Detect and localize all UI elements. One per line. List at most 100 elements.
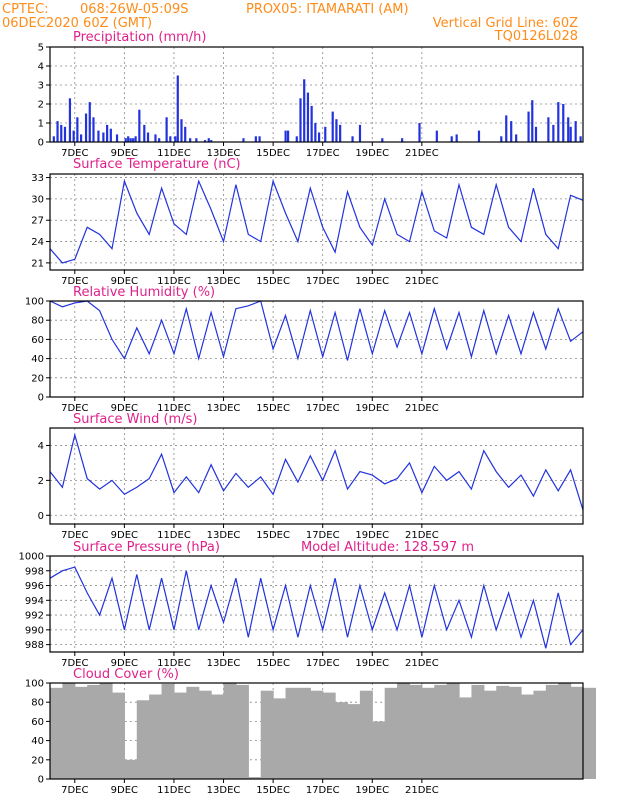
y-tick-label: 4 <box>38 441 44 452</box>
precipitation-bar <box>180 119 183 142</box>
precipitation-bar <box>56 121 59 142</box>
cloud-cover-bar <box>471 684 485 779</box>
humidity-panel: Relative Humidity (%) 0 20 40 60 80 100 7DEC 9D… <box>25 285 584 414</box>
x-tick-label: 13DEC <box>207 403 241 414</box>
y-tick-label: 994 <box>25 596 44 607</box>
x-tick-label: 19DEC <box>355 148 389 159</box>
x-tick-label: 19DEC <box>355 530 389 541</box>
x-tick-label: 13DEC <box>207 530 241 541</box>
precipitation-bar <box>254 136 257 142</box>
precipitation-bar <box>510 121 513 142</box>
cloud-cover-bar <box>161 683 175 779</box>
precipitation-bar <box>72 130 75 142</box>
precipitation-bar <box>84 113 88 142</box>
precipitation-bar <box>562 104 565 142</box>
cloud-cover-bar <box>459 697 473 779</box>
cloud-cover-bar <box>173 692 187 779</box>
humidity-series-line <box>49 300 584 361</box>
x-tick-label: 11DEC <box>157 403 191 414</box>
precipitation-bar <box>527 111 530 142</box>
x-tick-label: 9DEC <box>111 658 138 669</box>
cloud-cover-bar <box>62 683 76 779</box>
cloud-cover-bar <box>384 687 398 779</box>
x-tick-label: 17DEC <box>306 785 340 796</box>
x-tick-label: 11DEC <box>157 658 191 669</box>
plot-frame <box>49 46 584 143</box>
y-tick-label: 0 <box>38 138 44 149</box>
temperature-title: Surface Temperature (nC) <box>73 157 241 172</box>
precipitation-bar <box>207 138 210 142</box>
cloud-cover-bar <box>483 690 497 779</box>
x-tick-label: 15DEC <box>256 276 290 287</box>
cloud-cover-bar <box>198 690 212 779</box>
precipitation-bar <box>335 119 338 142</box>
precipitation-bar <box>557 102 560 142</box>
precipitation-bar <box>455 134 458 142</box>
y-tick-label: 1 <box>38 119 44 130</box>
y-tick-label: 33 <box>31 173 44 184</box>
cloud-cover-bar <box>446 683 460 779</box>
precipitation-bar <box>284 130 287 142</box>
x-tick-label: 9DEC <box>111 276 138 287</box>
x-tick-label: 21DEC <box>405 658 439 669</box>
precipitation-bar <box>143 124 146 142</box>
precipitation-bar <box>92 117 95 142</box>
precipitation-bar <box>169 136 172 142</box>
x-tick-label: 9DEC <box>111 403 138 414</box>
wind-panel: Surface Wind (m/s) 0 2 4 7DEC 9DEC 11DEC 13DEC… <box>38 412 584 541</box>
precipitation-bar <box>552 124 555 142</box>
cloud-cover-bar <box>558 683 572 779</box>
cloud-cover-title: Cloud Cover (%) <box>73 667 179 682</box>
precipitation-bar <box>569 126 572 142</box>
cloud-cover-bar <box>508 686 522 779</box>
precipitation-bar <box>154 134 157 142</box>
y-tick-label: 100 <box>25 297 44 308</box>
x-tick-label: 11DEC <box>157 276 191 287</box>
x-tick-label: 13DEC <box>207 276 241 287</box>
humidity-title: Relative Humidity (%) <box>73 285 215 300</box>
plot-frame <box>49 682 584 780</box>
temperature-panel: Surface Temperature (nC) 21 24 27 30 33 7DEC 9… <box>31 157 584 287</box>
precipitation-title: Precipitation (mm/h) <box>73 30 206 45</box>
x-tick-label: 7DEC <box>61 403 88 414</box>
x-tick-label: 15DEC <box>256 148 290 159</box>
x-tick-label: 21DEC <box>405 785 439 796</box>
cloud-cover-bar <box>347 704 361 779</box>
precipitation-bar <box>579 136 582 142</box>
cloud-cover-bar <box>521 694 535 779</box>
cloud-cover-bar <box>99 683 113 779</box>
precipitation-bar <box>76 117 79 142</box>
precipitation-bar <box>242 138 245 142</box>
x-tick-label: 7DEC <box>61 276 88 287</box>
y-tick-label: 80 <box>31 316 44 327</box>
precipitation-bar <box>306 92 310 142</box>
precipitation-bar <box>165 117 168 142</box>
precipitation-bar <box>567 117 570 142</box>
y-tick-label: 40 <box>31 354 44 365</box>
y-tick-label: 20 <box>31 373 44 384</box>
cloud-cover-bar <box>235 684 249 779</box>
x-tick-label: 17DEC <box>306 403 340 414</box>
x-tick-label: 15DEC <box>256 530 290 541</box>
y-tick-label: 998 <box>25 566 44 577</box>
y-tick-label: 0 <box>38 393 44 404</box>
pressure-panel: Surface Pressure (hPa) Model Altitude: 1… <box>19 540 584 669</box>
precipitation-bar <box>127 136 130 142</box>
header-coords: 068:26W-05:09S <box>80 2 188 17</box>
precipitation-bar <box>88 102 91 142</box>
precipitation-bar <box>450 136 453 142</box>
x-tick-label: 9DEC <box>111 530 138 541</box>
x-tick-label: 7DEC <box>61 658 88 669</box>
precipitation-bar <box>68 98 72 142</box>
y-tick-label: 2 <box>38 100 44 111</box>
cloud-cover-bar <box>322 692 336 779</box>
y-tick-label: 100 <box>25 679 44 690</box>
precipitation-bar <box>310 105 313 142</box>
y-tick-label: 20 <box>31 755 44 766</box>
precipitation-bar <box>547 117 550 142</box>
pressure-series-line <box>49 566 584 649</box>
x-tick-label: 7DEC <box>61 530 88 541</box>
x-tick-label: 21DEC <box>405 148 439 159</box>
precipitation-bar <box>286 130 290 142</box>
